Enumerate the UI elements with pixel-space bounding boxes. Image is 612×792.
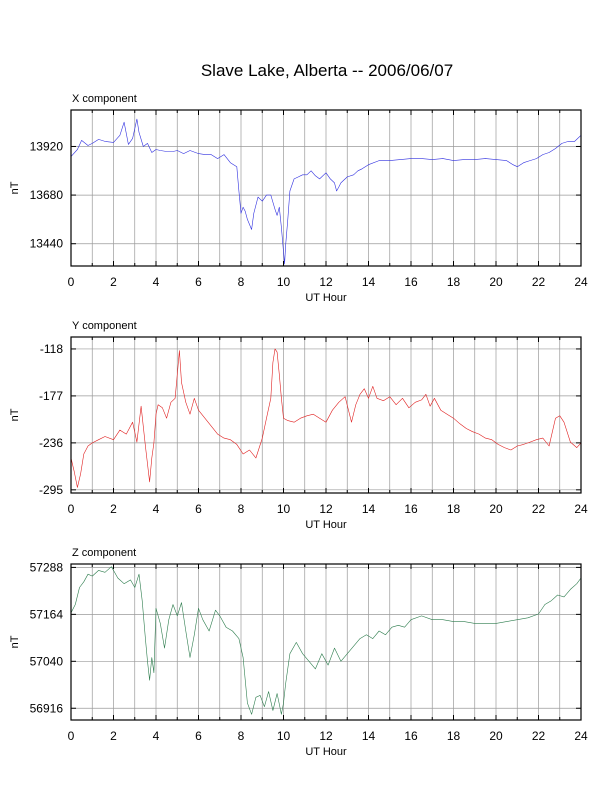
y-tick-label: 57288 [30,560,64,574]
x-axis-label: UT Hour [305,292,347,304]
x-tick-label: 2 [110,729,117,743]
y-tick-label: 56916 [30,701,64,715]
x-tick-label: 8 [238,729,245,743]
y-tick-label: 57164 [30,607,64,621]
x-tick-label: 24 [574,502,588,516]
y-tick-label: 13440 [30,237,64,251]
x-tick-label: 22 [532,275,546,289]
panel-label: Y component [72,320,137,332]
y-axis-label: nT [9,635,21,648]
x-tick-label: 2 [110,502,117,516]
x-tick-label: 8 [238,502,245,516]
z-component-series-line [70,566,582,715]
x-tick-label: 18 [447,502,461,516]
y-tick-label: -236 [39,436,63,450]
y-tick-label: 13680 [30,188,64,202]
x-tick-label: 14 [362,729,376,743]
x-tick-label: 10 [277,502,291,516]
x-component-series-line [70,118,582,265]
x-tick-label: 6 [195,502,202,516]
y-tick-label: -295 [39,483,63,497]
x-tick-label: 6 [195,275,202,289]
x-tick-label: 18 [447,275,461,289]
figure-title: Slave Lake, Alberta -- 2006/06/07 [201,61,453,80]
x-tick-label: 0 [68,502,75,516]
x-tick-label: 4 [153,502,160,516]
x-tick-label: 16 [404,502,418,516]
x-axis-label: UT Hour [305,746,347,758]
y-tick-label: -177 [39,389,63,403]
y-tick-label: -118 [40,342,63,356]
x-tick-label: 18 [447,729,461,743]
x-tick-label: 10 [277,275,291,289]
y-tick-label: 13920 [30,139,64,153]
x-tick-label: 22 [532,502,546,516]
x-tick-label: 12 [319,275,333,289]
x-tick-label: 4 [153,729,160,743]
x-tick-label: 14 [362,502,376,516]
y-axis-label: nT [9,408,21,421]
y-component-series-line [70,348,582,488]
x-tick-label: 4 [153,275,160,289]
x-tick-label: 12 [319,502,333,516]
panel-label: X component [72,93,137,105]
x-tick-label: 16 [404,729,418,743]
x-axis-label: UT Hour [305,519,347,531]
x-tick-label: 14 [362,275,376,289]
x-tick-label: 12 [319,729,333,743]
x-tick-label: 24 [574,275,588,289]
x-tick-label: 20 [489,275,503,289]
x-tick-label: 24 [574,729,588,743]
y-axis-label: nT [9,181,21,194]
x-tick-label: 20 [489,729,503,743]
x-tick-label: 10 [277,729,291,743]
x-tick-label: 20 [489,502,503,516]
x-tick-label: 6 [195,729,202,743]
x-tick-label: 0 [68,275,75,289]
x-tick-label: 2 [110,275,117,289]
x-tick-label: 8 [238,275,245,289]
x-tick-label: 0 [68,729,75,743]
y-tick-label: 57040 [30,654,64,668]
x-tick-label: 16 [404,275,418,289]
x-tick-label: 22 [532,729,546,743]
panel-label: Z component [72,547,136,559]
